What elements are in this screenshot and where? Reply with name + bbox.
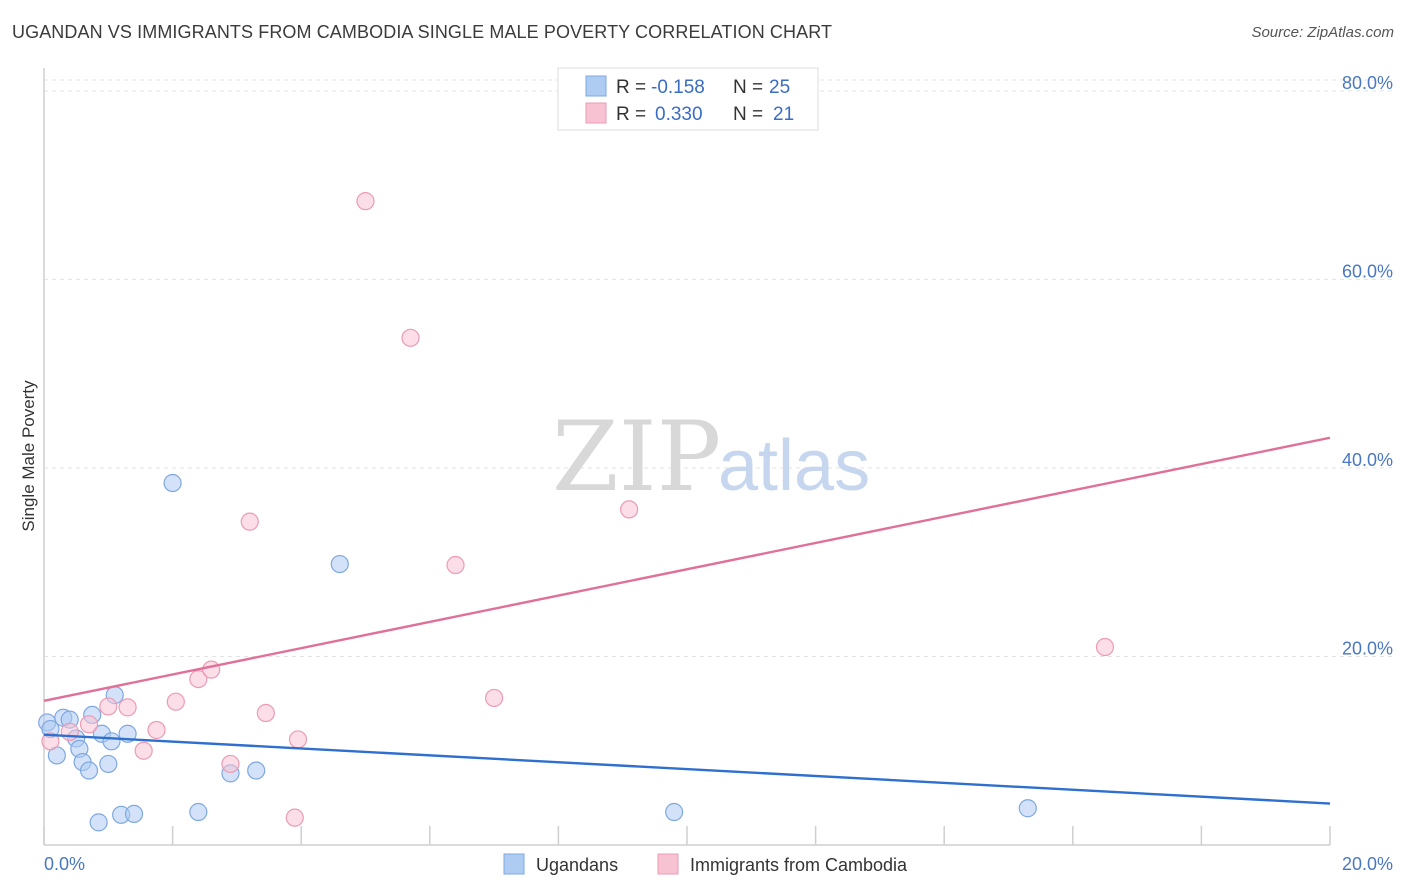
point-cambodia <box>401 328 420 347</box>
legend-swatch-cambodia <box>585 102 607 124</box>
legend-n-label-2: N = <box>733 104 763 125</box>
y-tick-label: 20.0% <box>1342 638 1393 658</box>
legend-r-label-1: R = <box>616 77 646 98</box>
point-cambodia <box>221 754 240 774</box>
y-tick-label: 80.0% <box>1342 73 1393 93</box>
point-cambodia <box>256 703 275 723</box>
point-cambodia <box>240 512 259 531</box>
series-legend-label-ugandans: Ugandans <box>536 855 618 875</box>
legend-r-label-2: R = <box>616 104 646 125</box>
point-cambodia <box>202 660 221 679</box>
trend-line-ugandans <box>43 733 1331 805</box>
data-points <box>38 192 1115 832</box>
point-ugandans <box>665 802 684 822</box>
point-ugandans <box>189 802 208 822</box>
series-legend-swatch-cambodia <box>657 853 679 875</box>
point-ugandans <box>1018 799 1037 818</box>
y-axis-label: Single Male Poverty <box>19 380 38 532</box>
legend-r-value-2: 0.330 <box>655 104 703 125</box>
point-cambodia <box>288 730 308 749</box>
point-ugandans <box>124 804 144 823</box>
series-legend-swatch-ugandans <box>503 853 525 875</box>
point-cambodia <box>166 692 185 711</box>
point-ugandans <box>89 813 108 832</box>
x-tick-label-min: 0.0% <box>44 854 85 874</box>
point-ugandans <box>330 554 349 574</box>
point-ugandans <box>247 761 266 780</box>
watermark-atlas: atlas <box>718 426 870 506</box>
series-legend: Ugandans Immigrants from Cambodia <box>503 853 908 875</box>
point-cambodia <box>446 555 465 575</box>
point-cambodia <box>134 741 153 760</box>
tick-labels: 20.0% 40.0% 60.0% 80.0% 0.0% 20.0% <box>44 73 1393 874</box>
trend-line-cambodia <box>43 436 1331 702</box>
source-label: Source: ZipAtlas.com <box>1251 24 1394 41</box>
point-cambodia <box>285 808 304 827</box>
point-ugandans <box>102 732 121 751</box>
point-cambodia <box>147 720 166 740</box>
point-cambodia <box>189 669 208 689</box>
point-cambodia <box>118 698 137 717</box>
point-cambodia <box>41 732 60 751</box>
point-cambodia <box>1095 637 1115 657</box>
legend-r-value-1: -0.158 <box>651 77 705 98</box>
point-cambodia <box>60 722 79 741</box>
point-cambodia <box>99 697 118 716</box>
trend-lines <box>43 436 1331 805</box>
point-cambodia <box>485 688 504 708</box>
watermark-zip: ZIP <box>552 401 721 513</box>
point-cambodia <box>620 500 639 519</box>
legend-n-label-1: N = <box>733 77 763 98</box>
watermark: ZIP atlas <box>552 401 870 513</box>
point-ugandans <box>163 473 182 493</box>
legend-swatch-ugandans <box>585 75 607 97</box>
point-ugandans <box>99 754 118 774</box>
point-cambodia <box>356 192 375 211</box>
point-ugandans <box>79 761 99 780</box>
correlation-legend: R = -0.158 N = 25 R = 0.330 N = 21 <box>557 67 819 131</box>
legend-n-value-2: 21 <box>773 104 794 125</box>
y-tick-label: 40.0% <box>1342 450 1393 470</box>
legend-n-value-1: 25 <box>769 77 790 98</box>
chart-title: UGANDAN VS IMMIGRANTS FROM CAMBODIA SING… <box>12 22 833 42</box>
y-tick-label: 60.0% <box>1342 261 1393 281</box>
point-cambodia <box>79 715 99 734</box>
series-legend-label-cambodia: Immigrants from Cambodia <box>690 855 908 875</box>
grid-lines <box>44 79 1392 657</box>
x-tick-label-max: 20.0% <box>1342 854 1393 874</box>
